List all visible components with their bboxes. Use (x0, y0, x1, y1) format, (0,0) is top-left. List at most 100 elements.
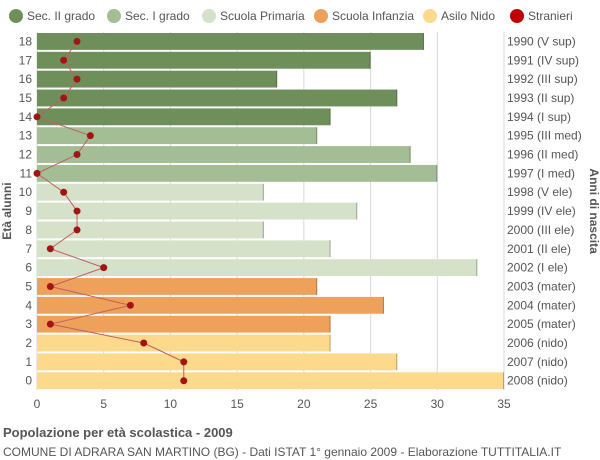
stranieri-point (60, 94, 68, 102)
y-tick-label: 0 (25, 374, 32, 388)
bar (37, 296, 384, 314)
birth-year-label: 2000 (III ele) (507, 223, 574, 237)
x-tick-label: 0 (34, 397, 41, 411)
birth-year-label: 2002 (I ele) (507, 261, 568, 275)
bar (37, 372, 504, 390)
legend-marker (202, 9, 216, 23)
x-tick-label: 35 (497, 397, 511, 411)
legend-label: Stranieri (528, 9, 573, 23)
stranieri-point (73, 75, 81, 83)
bar-edge (262, 221, 264, 239)
legend-marker (314, 9, 328, 23)
bar (37, 240, 331, 258)
bar-edge (369, 51, 371, 69)
stranieri-point (140, 339, 148, 347)
bar-edge (329, 240, 331, 258)
bars (37, 33, 504, 390)
bar (37, 33, 424, 50)
y-axis-title-right: Anni di nascita (587, 168, 600, 254)
y-tick-label: 2 (25, 336, 32, 350)
birth-year-label: 1994 (I sup) (507, 110, 571, 124)
x-tick-label: 20 (297, 397, 311, 411)
x-tick-label: 10 (164, 397, 178, 411)
legend-label: Sec. I grado (125, 9, 190, 23)
bar (37, 202, 358, 220)
y-tick-label: 15 (19, 91, 33, 105)
bar (37, 70, 278, 88)
bar (37, 221, 264, 239)
bar-edge (276, 70, 278, 88)
y-tick-label: 9 (25, 204, 32, 218)
y-tick-label: 13 (19, 129, 33, 143)
y-tick-label: 11 (20, 166, 33, 180)
y-tick-label: 18 (19, 34, 33, 48)
bar (37, 353, 398, 371)
birth-year-label: 1990 (V sup) (507, 34, 576, 48)
bar-edge (316, 127, 318, 145)
legend-label: Asilo Nido (441, 9, 495, 23)
y-tick-label: 4 (25, 298, 32, 312)
bar-edge (329, 315, 331, 333)
bar (37, 127, 318, 145)
bar-edge (382, 296, 384, 314)
stranieri-point (33, 169, 41, 177)
stranieri-point (46, 320, 54, 328)
legend-marker (423, 9, 437, 23)
y-tick-label: 6 (25, 261, 32, 275)
legend: Sec. II grado Sec. I grado Scuola Primaria… (9, 9, 573, 23)
x-tick-label: 5 (100, 397, 107, 411)
bar-edge (316, 278, 318, 295)
legend-marker (107, 9, 121, 23)
stranieri-point (73, 207, 81, 215)
bar (37, 259, 478, 277)
stranieri-point (46, 245, 54, 253)
bar-edge (503, 372, 504, 390)
legend-marker (9, 9, 23, 23)
bar (37, 164, 438, 182)
bar (37, 334, 331, 352)
bar (37, 278, 318, 295)
stranieri-point (86, 132, 94, 140)
bar-edge (396, 89, 398, 107)
stranieri-point (73, 37, 81, 45)
stranieri-point (180, 358, 188, 366)
bar (37, 146, 411, 163)
y-tick-label: 16 (19, 72, 33, 86)
stranieri-point (73, 226, 81, 234)
x-tick-label: 30 (431, 397, 445, 411)
bar-edge (409, 146, 411, 163)
y-tick-label: 3 (25, 317, 32, 331)
birth-year-label: 2004 (mater) (507, 298, 576, 312)
bar (37, 315, 331, 333)
chart-title: Popolazione per età scolastica - 2009 (3, 425, 233, 440)
stranieri-point (126, 301, 134, 309)
birth-year-label: 1992 (III sup) (507, 72, 578, 86)
birth-year-label: 1993 (II sup) (507, 91, 574, 105)
birth-year-label: 1998 (V ele) (507, 185, 572, 199)
y-tick-label: 8 (25, 223, 32, 237)
birth-year-label: 2001 (II ele) (507, 242, 571, 256)
birth-year-label: 1997 (I med) (507, 166, 575, 180)
bar (37, 183, 264, 201)
legend-marker (510, 9, 524, 23)
y-tick-label: 1 (25, 355, 32, 369)
birth-year-label: 2006 (nido) (507, 336, 568, 350)
chart-subtitle: COMUNE DI ADRARA SAN MARTINO (BG) - Dati… (3, 445, 562, 459)
bar (37, 108, 331, 126)
stranieri-series (33, 37, 188, 385)
bar-edge (476, 259, 478, 277)
bar-edge (262, 183, 264, 201)
bar-edge (329, 108, 331, 126)
bar (37, 89, 398, 107)
birth-year-label: 1999 (IV ele) (507, 204, 576, 218)
legend-label: Scuola Primaria (220, 9, 305, 23)
birth-year-label: 2008 (nido) (507, 374, 568, 388)
bar-edge (396, 353, 398, 371)
bar-edge (356, 202, 358, 220)
y-tick-label: 10 (19, 185, 33, 199)
y-tick-label: 17 (19, 53, 33, 67)
y-tick-label: 12 (19, 148, 33, 162)
legend-label: Sec. II grado (27, 9, 95, 23)
